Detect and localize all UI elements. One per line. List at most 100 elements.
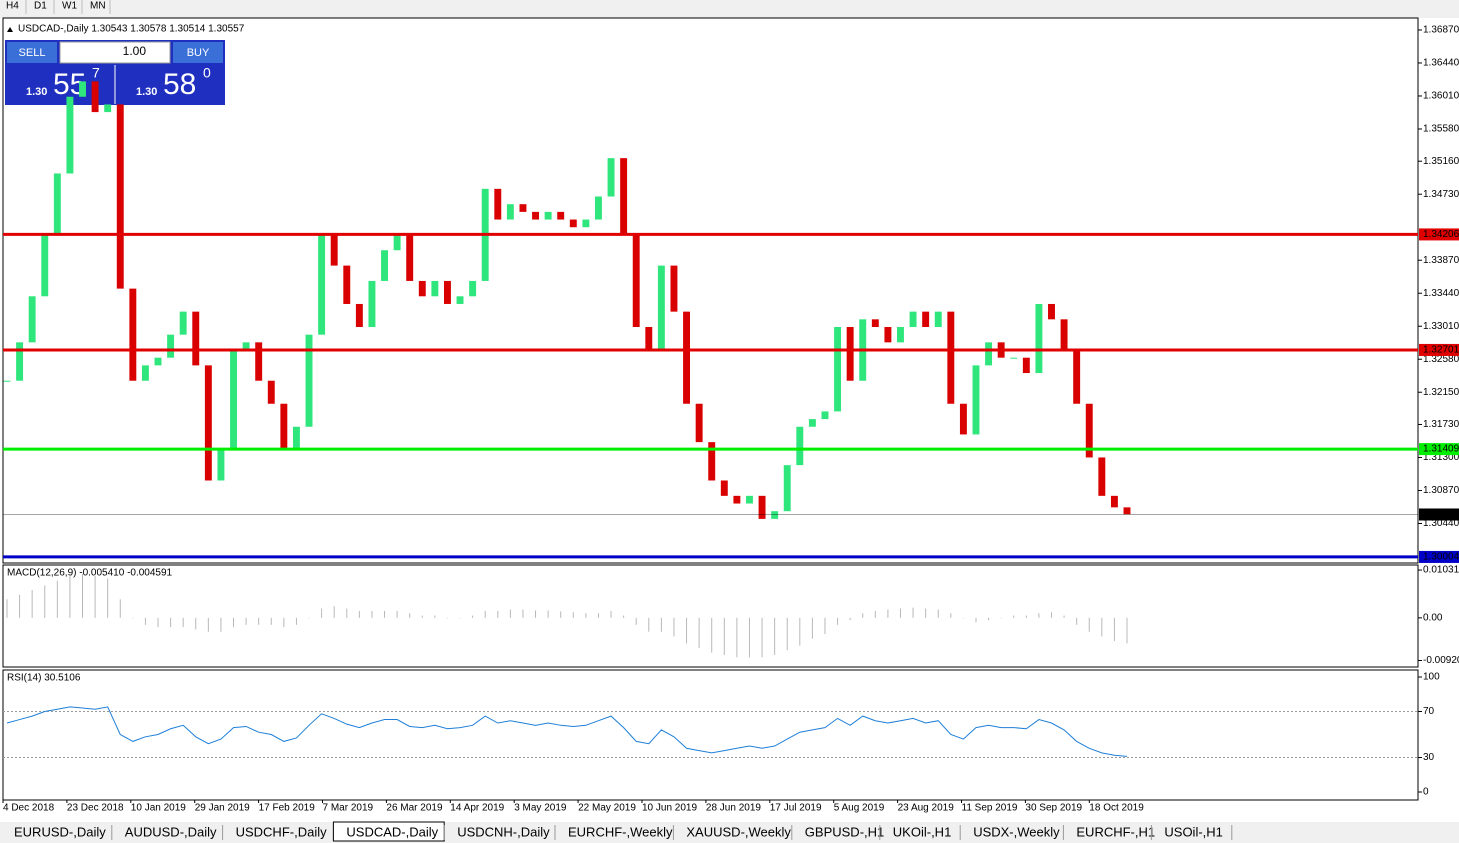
candle	[972, 365, 980, 435]
y-tick-label: 1.30870	[1423, 485, 1459, 496]
symbol-tab[interactable]: EURCHF-,Weekly	[568, 824, 673, 839]
date-label: 10 Jan 2019	[131, 803, 186, 814]
macd-bar	[736, 617, 738, 658]
macd-bar	[623, 615, 625, 618]
candle	[569, 219, 577, 228]
symbol-tab[interactable]: USDX-,Weekly	[973, 824, 1060, 839]
candle	[318, 234, 326, 335]
macd-bar	[1013, 615, 1015, 618]
symbol-tab[interactable]: USDCHF-,Daily	[236, 824, 328, 839]
candle	[771, 511, 779, 519]
candle	[179, 311, 187, 335]
symbol-tab[interactable]: USDCNH-,Daily	[457, 824, 550, 839]
symbol-tab[interactable]: GBPUSD-,H1	[805, 824, 884, 839]
symbol-tab[interactable]: USDCAD-,Daily	[346, 824, 438, 839]
timeframe-button[interactable]: MN	[90, 1, 106, 12]
symbol-tab[interactable]: AUDUSD-,Daily	[125, 824, 217, 839]
macd-bar	[69, 576, 71, 618]
candle	[192, 311, 200, 366]
macd-bar	[635, 617, 637, 625]
price-level-tag	[1419, 443, 1459, 456]
macd-bar	[887, 609, 889, 618]
timeframe-button[interactable]: W1	[62, 1, 77, 12]
candle	[683, 311, 691, 404]
macd-bar	[711, 617, 713, 653]
candle	[343, 265, 351, 304]
y-tick-label: 1.36010	[1423, 91, 1459, 102]
date-label: 14 Apr 2019	[450, 803, 504, 814]
candle	[506, 204, 514, 220]
price-level-label: 1.32701	[1423, 345, 1459, 356]
y-tick-label: 1.33010	[1423, 321, 1459, 332]
symbol-tab[interactable]: USOil-,H1	[1164, 824, 1223, 839]
macd-bar	[270, 617, 272, 625]
candle	[1098, 457, 1106, 496]
candle	[959, 403, 967, 435]
symbol-tab[interactable]: EURCHF-,H1	[1076, 824, 1155, 839]
candle	[242, 342, 250, 351]
macd-bar	[220, 617, 222, 632]
macd-bar	[19, 594, 21, 618]
timeframe-button[interactable]: H4	[6, 1, 19, 12]
candle	[582, 219, 590, 228]
candle	[217, 449, 225, 481]
date-label: 11 Sep 2019	[962, 803, 1018, 814]
date-label: 17 Feb 2019	[259, 803, 316, 814]
candle	[53, 173, 61, 235]
date-label: 3 May 2019	[514, 803, 567, 814]
macd-bar	[94, 576, 96, 618]
macd-bar	[44, 585, 46, 618]
y-tick-label: 1.32150	[1423, 387, 1459, 398]
candle	[443, 280, 451, 304]
price-level-tag	[1419, 343, 1459, 356]
candle	[406, 234, 414, 281]
macd-bar	[761, 617, 763, 658]
macd-bar	[119, 599, 121, 618]
macd-bar	[912, 607, 914, 618]
candle	[884, 326, 892, 343]
candle	[796, 426, 804, 466]
candle	[305, 334, 313, 427]
candle	[1123, 507, 1131, 515]
date-label: 5 Aug 2019	[834, 803, 885, 814]
candle	[292, 426, 300, 450]
candle	[758, 495, 766, 519]
macd-bar	[899, 608, 901, 618]
buy-button[interactable]	[173, 42, 223, 63]
candle	[532, 211, 539, 220]
macd-bar	[686, 617, 688, 644]
macd-bar	[132, 617, 134, 619]
candle	[947, 311, 955, 404]
macd-bar	[446, 617, 448, 619]
y-tick-label: 1.33870	[1423, 255, 1459, 266]
macd-bar	[421, 615, 423, 618]
y-tick-label: 70	[1423, 706, 1435, 717]
lot-input[interactable]	[59, 41, 171, 64]
buy-big: 58	[163, 68, 196, 101]
date-label: 26 Mar 2019	[386, 803, 443, 814]
candle	[3, 380, 11, 382]
y-tick-label: 1.31300	[1423, 452, 1459, 463]
sell-button[interactable]	[7, 42, 57, 63]
date-label: 22 May 2019	[578, 803, 636, 814]
y-tick-label: 30	[1423, 752, 1435, 763]
macd-bar	[950, 613, 952, 618]
macd-bar	[1000, 617, 1002, 619]
timeframe-button[interactable]: D1	[34, 1, 47, 12]
y-tick-label: 1.33440	[1423, 288, 1459, 299]
symbol-tab[interactable]: EURUSD-,Daily	[14, 824, 106, 839]
buy-prefix: 1.30	[136, 86, 157, 98]
symbol-tab[interactable]: UKOil-,H1	[893, 824, 952, 839]
date-label: 17 Jul 2019	[770, 803, 822, 814]
macd-bar	[572, 612, 574, 618]
symbol-tab[interactable]: XAUUSD-,Weekly	[686, 824, 791, 839]
candle	[267, 380, 275, 404]
buy-small: 0	[203, 65, 211, 81]
collapse-icon[interactable]	[7, 27, 13, 32]
date-label: 18 Oct 2019	[1089, 803, 1144, 814]
candle	[418, 280, 426, 297]
candle	[154, 357, 162, 366]
macd-bar	[673, 617, 675, 637]
candle	[620, 158, 628, 235]
